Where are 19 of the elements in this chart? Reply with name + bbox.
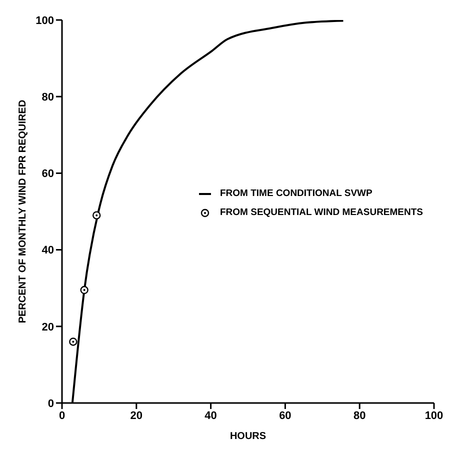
x-axis-title: HOURS [230,431,266,442]
y-tick-label: 20 [42,321,54,334]
y-tick-label: 40 [42,244,54,257]
y-tick-label: 80 [42,92,54,104]
point [80,286,88,294]
y-tick-label: 60 [42,168,54,180]
point [69,338,78,346]
y-tick-label: 0 [48,398,54,410]
x-tick-label: 80 [353,410,366,422]
x-tick-label: 60 [279,410,292,422]
x-tick-label: 100 [424,410,444,422]
y-tick-label: 100 [36,14,54,27]
point [92,211,101,220]
x-tick-label: 40 [204,410,217,422]
legend-label: FROM SEQUENTIAL WIND MEASUREMENTS [220,207,424,218]
legend-label: FROM TIME CONDITIONAL SVWP [220,188,372,199]
x-tick-label: 0 [58,410,66,422]
x-tick-label: 20 [130,410,143,422]
y-axis-title: PERCENT OF MONTHLY WIND FPR REQUIRED [18,100,29,324]
